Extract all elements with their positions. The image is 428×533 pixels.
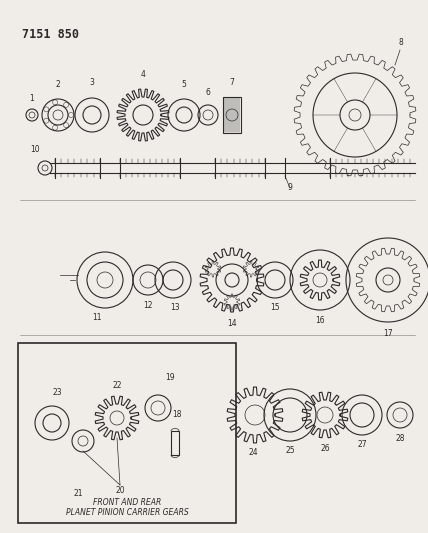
- Text: FRONT AND REAR: FRONT AND REAR: [93, 498, 161, 507]
- Text: 3: 3: [89, 78, 95, 87]
- Text: 7: 7: [229, 78, 235, 87]
- Text: 11: 11: [92, 313, 102, 322]
- Text: 27: 27: [357, 440, 367, 449]
- Bar: [223, 97, 241, 133]
- Text: PLANET PINION CARRIER GEARS: PLANET PINION CARRIER GEARS: [65, 508, 188, 517]
- Text: 1: 1: [30, 94, 34, 103]
- Text: 20: 20: [115, 486, 125, 495]
- Text: 23: 23: [52, 388, 62, 397]
- Text: 2: 2: [56, 80, 60, 89]
- Text: 18: 18: [172, 410, 182, 419]
- Text: 16: 16: [315, 316, 325, 325]
- Text: 13: 13: [170, 303, 180, 312]
- Text: 19: 19: [165, 373, 175, 382]
- Text: 17: 17: [383, 329, 393, 338]
- Text: 22: 22: [112, 381, 122, 390]
- Text: 4: 4: [140, 70, 146, 79]
- Text: 8: 8: [398, 38, 403, 47]
- Bar: [18, 343, 236, 523]
- Text: 14: 14: [227, 319, 237, 328]
- Text: 9: 9: [288, 183, 292, 192]
- Text: 26: 26: [320, 444, 330, 453]
- Text: 24: 24: [248, 448, 258, 457]
- Text: 21: 21: [73, 489, 83, 498]
- Text: 15: 15: [270, 303, 280, 312]
- Text: 28: 28: [395, 434, 405, 443]
- Text: 10: 10: [30, 145, 40, 154]
- Text: 7151 850: 7151 850: [22, 28, 79, 41]
- Text: 25: 25: [285, 446, 295, 455]
- Text: 6: 6: [205, 88, 211, 97]
- Text: 12: 12: [143, 301, 153, 310]
- Text: 5: 5: [181, 80, 187, 89]
- Bar: [171, 431, 179, 455]
